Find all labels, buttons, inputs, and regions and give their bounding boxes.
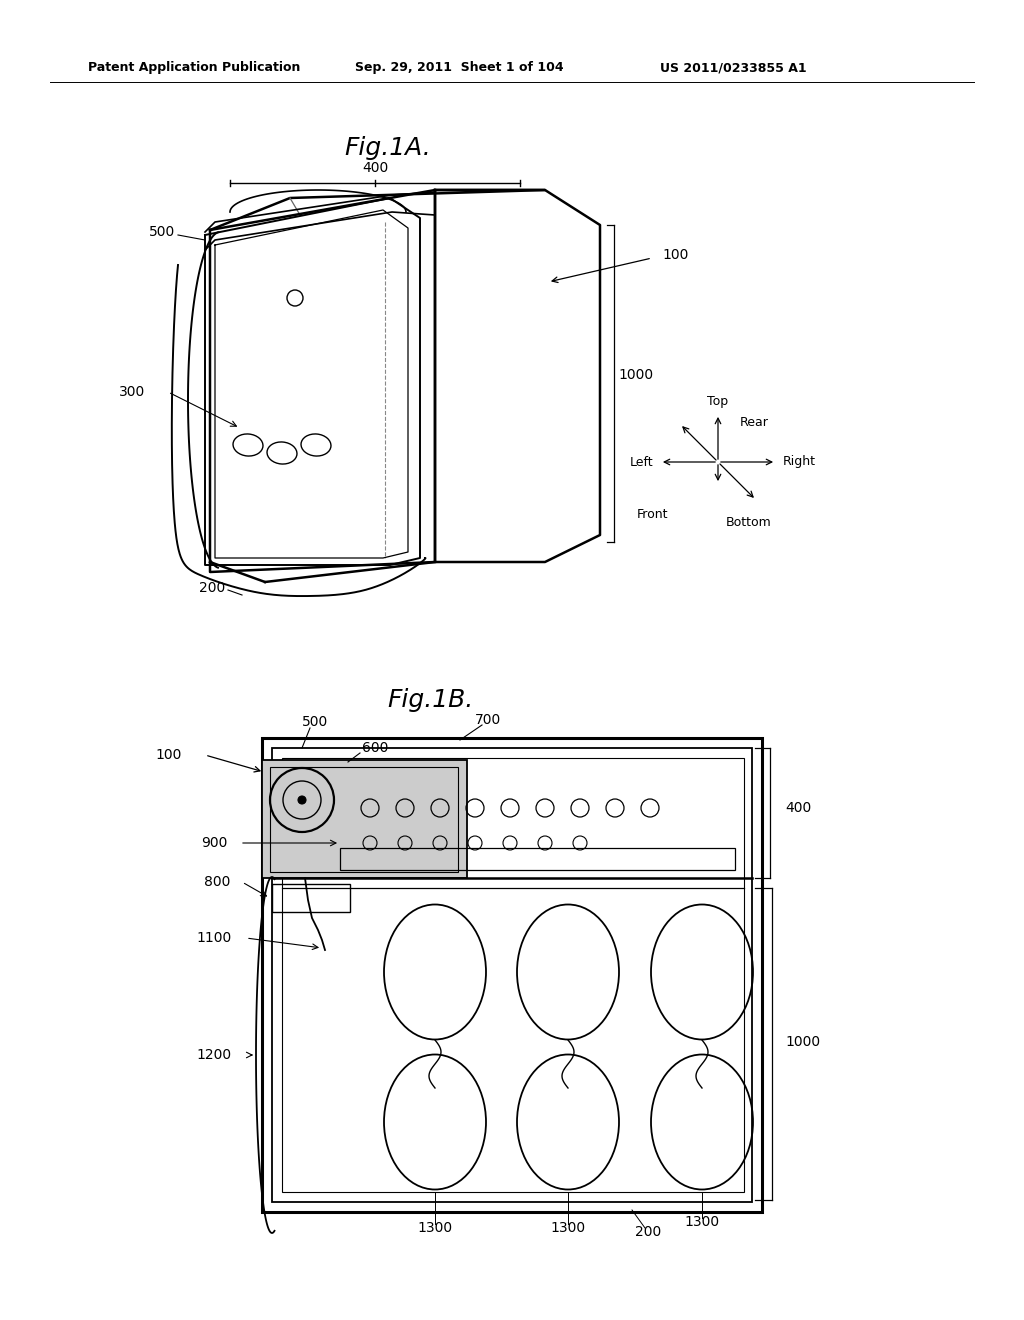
Text: Fig.1B.: Fig.1B. [387,688,473,711]
Text: Front: Front [637,507,668,520]
Bar [282,758,744,1192]
Text: 1000: 1000 [785,1035,820,1049]
Bar [262,760,467,878]
Text: 500: 500 [148,224,175,239]
Text: 100: 100 [662,248,688,261]
Text: 1200: 1200 [197,1048,232,1063]
Text: Patent Application Publication: Patent Application Publication [88,62,300,74]
Bar [262,738,762,1212]
Text: 500: 500 [302,715,328,729]
Text: Rear: Rear [740,416,769,429]
Text: 1300: 1300 [551,1221,586,1236]
Text: 600: 600 [362,741,388,755]
Text: Right: Right [783,455,816,469]
Text: Sep. 29, 2011  Sheet 1 of 104: Sep. 29, 2011 Sheet 1 of 104 [355,62,563,74]
Bar [272,748,752,1203]
Bar [340,847,735,870]
Text: 800: 800 [204,875,230,888]
Text: 1300: 1300 [684,1214,720,1229]
Text: 400: 400 [361,161,388,176]
Text: 200: 200 [199,581,225,595]
Text: 400: 400 [785,801,811,814]
Bar [272,884,350,912]
Text: 900: 900 [202,836,228,850]
Text: 300: 300 [119,385,145,399]
Text: Bottom: Bottom [726,516,772,528]
Text: 200: 200 [635,1225,662,1239]
Bar [270,767,458,873]
Text: Top: Top [708,396,728,408]
Text: 700: 700 [475,713,501,727]
Text: US 2011/0233855 A1: US 2011/0233855 A1 [660,62,807,74]
Text: 1300: 1300 [418,1221,453,1236]
Text: 100: 100 [156,748,182,762]
Text: Fig.1A.: Fig.1A. [345,136,431,160]
Text: 1000: 1000 [618,368,653,381]
Text: Left: Left [630,455,653,469]
Circle shape [298,796,306,804]
Text: 1100: 1100 [197,931,232,945]
